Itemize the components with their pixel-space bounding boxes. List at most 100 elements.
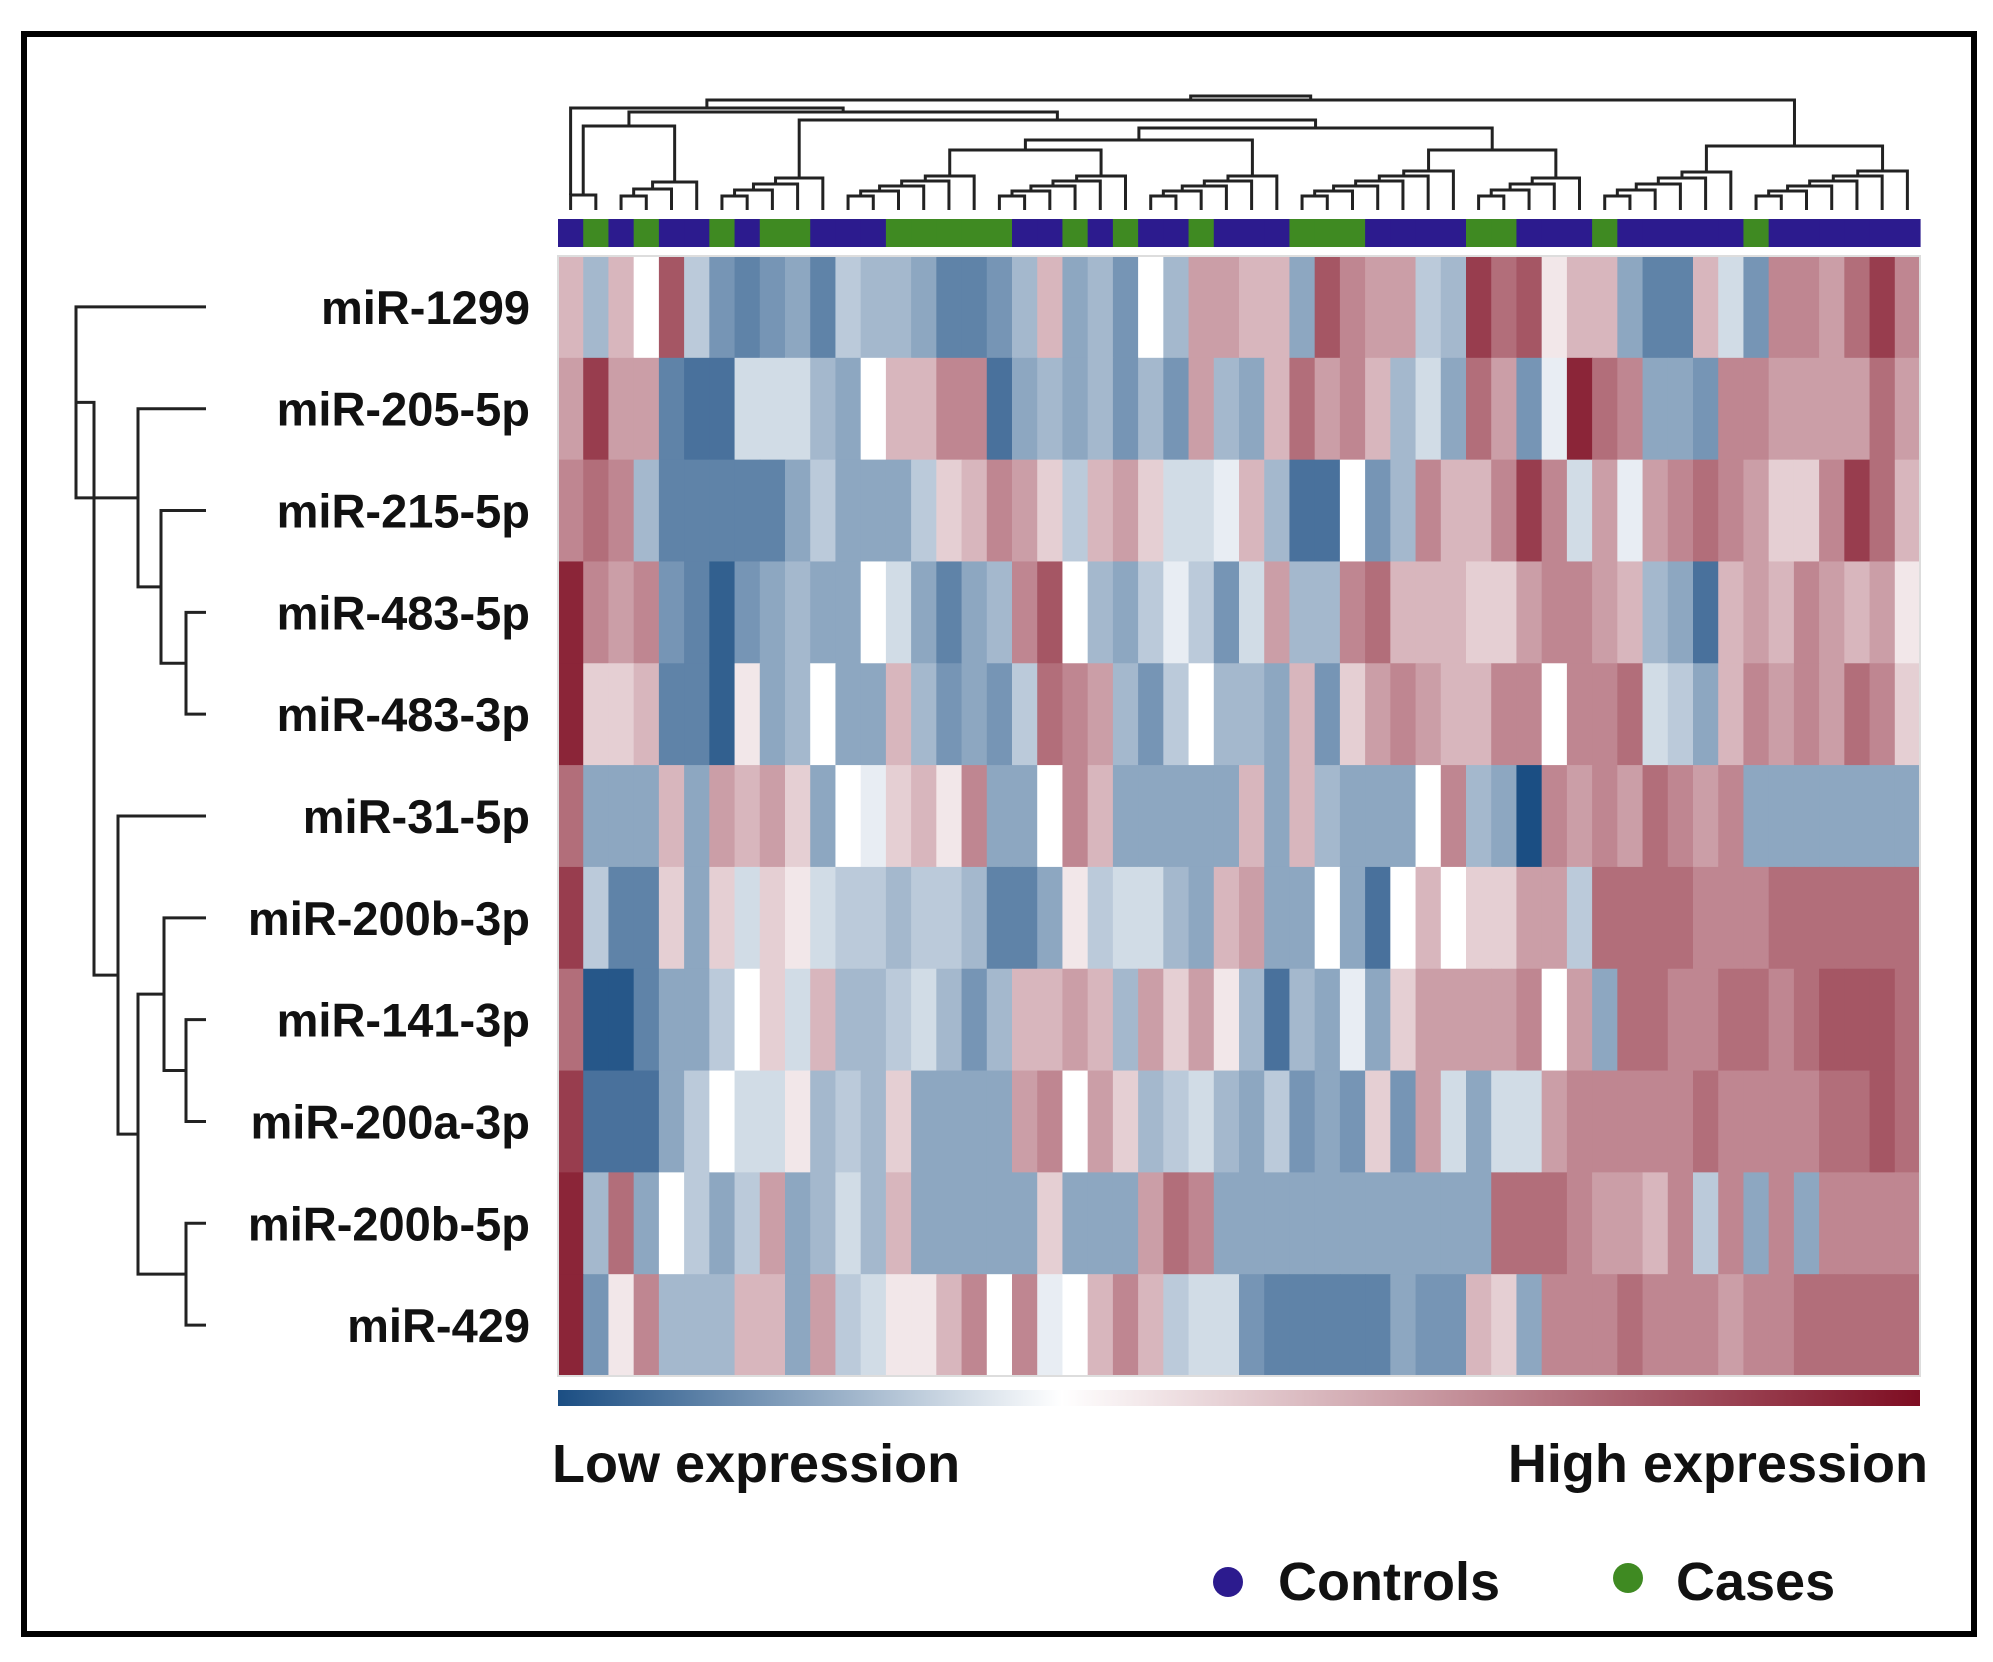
heatmap-cell [1239, 765, 1265, 868]
heatmap-cell [785, 866, 811, 970]
heatmap-cell [1213, 866, 1240, 970]
heatmap-cell [709, 459, 736, 563]
heatmap-cell [1012, 663, 1038, 766]
heatmap-cell [633, 968, 660, 1072]
heatmap-cell [759, 1070, 786, 1173]
heatmap-cell [936, 1172, 963, 1275]
heatmap-cell [1642, 968, 1669, 1072]
heatmap-cell [734, 663, 761, 766]
heatmap-cell [1642, 357, 1669, 461]
heatmap-cell [1012, 968, 1038, 1072]
heatmap-cell [1667, 866, 1694, 970]
heatmap-cell [1037, 1070, 1064, 1173]
heatmap-cell [986, 765, 1013, 868]
heatmap-cell [1566, 1274, 1593, 1377]
legend-cases-marker [1613, 1563, 1643, 1593]
heatmap-cell [1819, 256, 1845, 359]
heatmap-cell [608, 866, 635, 970]
heatmap-cell [936, 968, 963, 1072]
heatmap-cell [1062, 765, 1089, 868]
heatmap-cell [709, 256, 736, 359]
heatmap-cell [608, 357, 635, 461]
heatmap-cell [759, 968, 786, 1072]
heatmap-cell [1112, 357, 1139, 461]
heatmap-cell [684, 357, 710, 461]
heatmap-cell [1239, 968, 1265, 1072]
heatmap-cell [911, 1172, 937, 1275]
heatmap-cell [1415, 968, 1442, 1072]
heatmap-cell [1087, 357, 1114, 461]
heatmap-cell [1566, 866, 1593, 970]
group-cell [936, 219, 963, 247]
heatmap-cell [558, 1172, 584, 1275]
heatmap-cell [1062, 459, 1089, 563]
heatmap-cell [785, 561, 811, 664]
heatmap-cell [1163, 968, 1190, 1072]
heatmap-cell [1087, 256, 1114, 359]
heatmap-cell [1793, 561, 1820, 664]
heatmap-cell [1693, 663, 1719, 766]
heatmap-cell [1339, 459, 1366, 563]
heatmap-cell [1466, 1172, 1492, 1275]
heatmap-cell [1743, 765, 1770, 868]
heatmap-cell [1693, 1070, 1719, 1173]
heatmap-cell [1516, 256, 1543, 359]
heatmap-cell [1289, 1172, 1316, 1275]
legend-controls-label: Controls [1278, 1552, 1500, 1612]
heatmap-cell [1869, 561, 1896, 664]
legend-cases-label: Cases [1676, 1552, 1835, 1612]
heatmap-cell [1566, 663, 1593, 766]
heatmap-cell [1466, 968, 1492, 1072]
heatmap-cell [961, 1070, 988, 1173]
heatmap-cell [1844, 1274, 1871, 1377]
heatmap-cell [1667, 663, 1694, 766]
heatmap-cell [1768, 1070, 1795, 1173]
group-cell [835, 219, 862, 247]
heatmap-cell [1491, 1172, 1518, 1275]
heatmap-cell [1718, 663, 1745, 766]
heatmap-cell [835, 256, 862, 359]
heatmap-cell [1894, 866, 1921, 970]
heatmap-cell [1592, 561, 1618, 664]
heatmap-cell [1365, 357, 1391, 461]
heatmap-cell [1037, 357, 1064, 461]
heatmap-cell [1239, 459, 1265, 563]
heatmap-cell [1087, 1172, 1114, 1275]
heatmap-cell [633, 1070, 660, 1173]
heatmap-cell [734, 866, 761, 970]
group-cell [1188, 219, 1215, 247]
heatmap-cell [658, 968, 685, 1072]
heatmap-cell [1793, 968, 1820, 1072]
heatmap-cell [1289, 1274, 1316, 1377]
heatmap-cell [1819, 357, 1845, 461]
heatmap-cell [835, 1274, 862, 1377]
heatmap-cell [1693, 561, 1719, 664]
heatmap-cell [1592, 256, 1618, 359]
heatmap-cell [1188, 663, 1215, 766]
heatmap-cell [684, 663, 710, 766]
heatmap-cell [1566, 357, 1593, 461]
heatmap-cell [1365, 1274, 1391, 1377]
heatmap-cell [608, 256, 635, 359]
heatmap-cell [961, 968, 988, 1072]
heatmap-cell [1314, 663, 1341, 766]
heatmap-border [557, 255, 1921, 1377]
heatmap-cell [1617, 357, 1644, 461]
heatmap-cell [1188, 866, 1215, 970]
group-cell [608, 219, 635, 247]
heatmap-cell [785, 968, 811, 1072]
heatmap-cell [1012, 866, 1038, 970]
heatmap-cell [583, 1274, 610, 1377]
heatmap-cell [558, 663, 584, 766]
heatmap-cell [1491, 357, 1518, 461]
heatmap-cell [1415, 765, 1442, 868]
heatmap-cell [1718, 968, 1745, 1072]
heatmap-cell [835, 357, 862, 461]
row-label: miR-429 [347, 1299, 530, 1352]
heatmap-cell [658, 1172, 685, 1275]
heatmap-cell [1037, 1172, 1064, 1275]
heatmap-cell [885, 1172, 912, 1275]
heatmap-cell [1138, 1070, 1164, 1173]
group-annotation-bar [558, 219, 1921, 247]
heatmap-cell [1617, 1172, 1644, 1275]
